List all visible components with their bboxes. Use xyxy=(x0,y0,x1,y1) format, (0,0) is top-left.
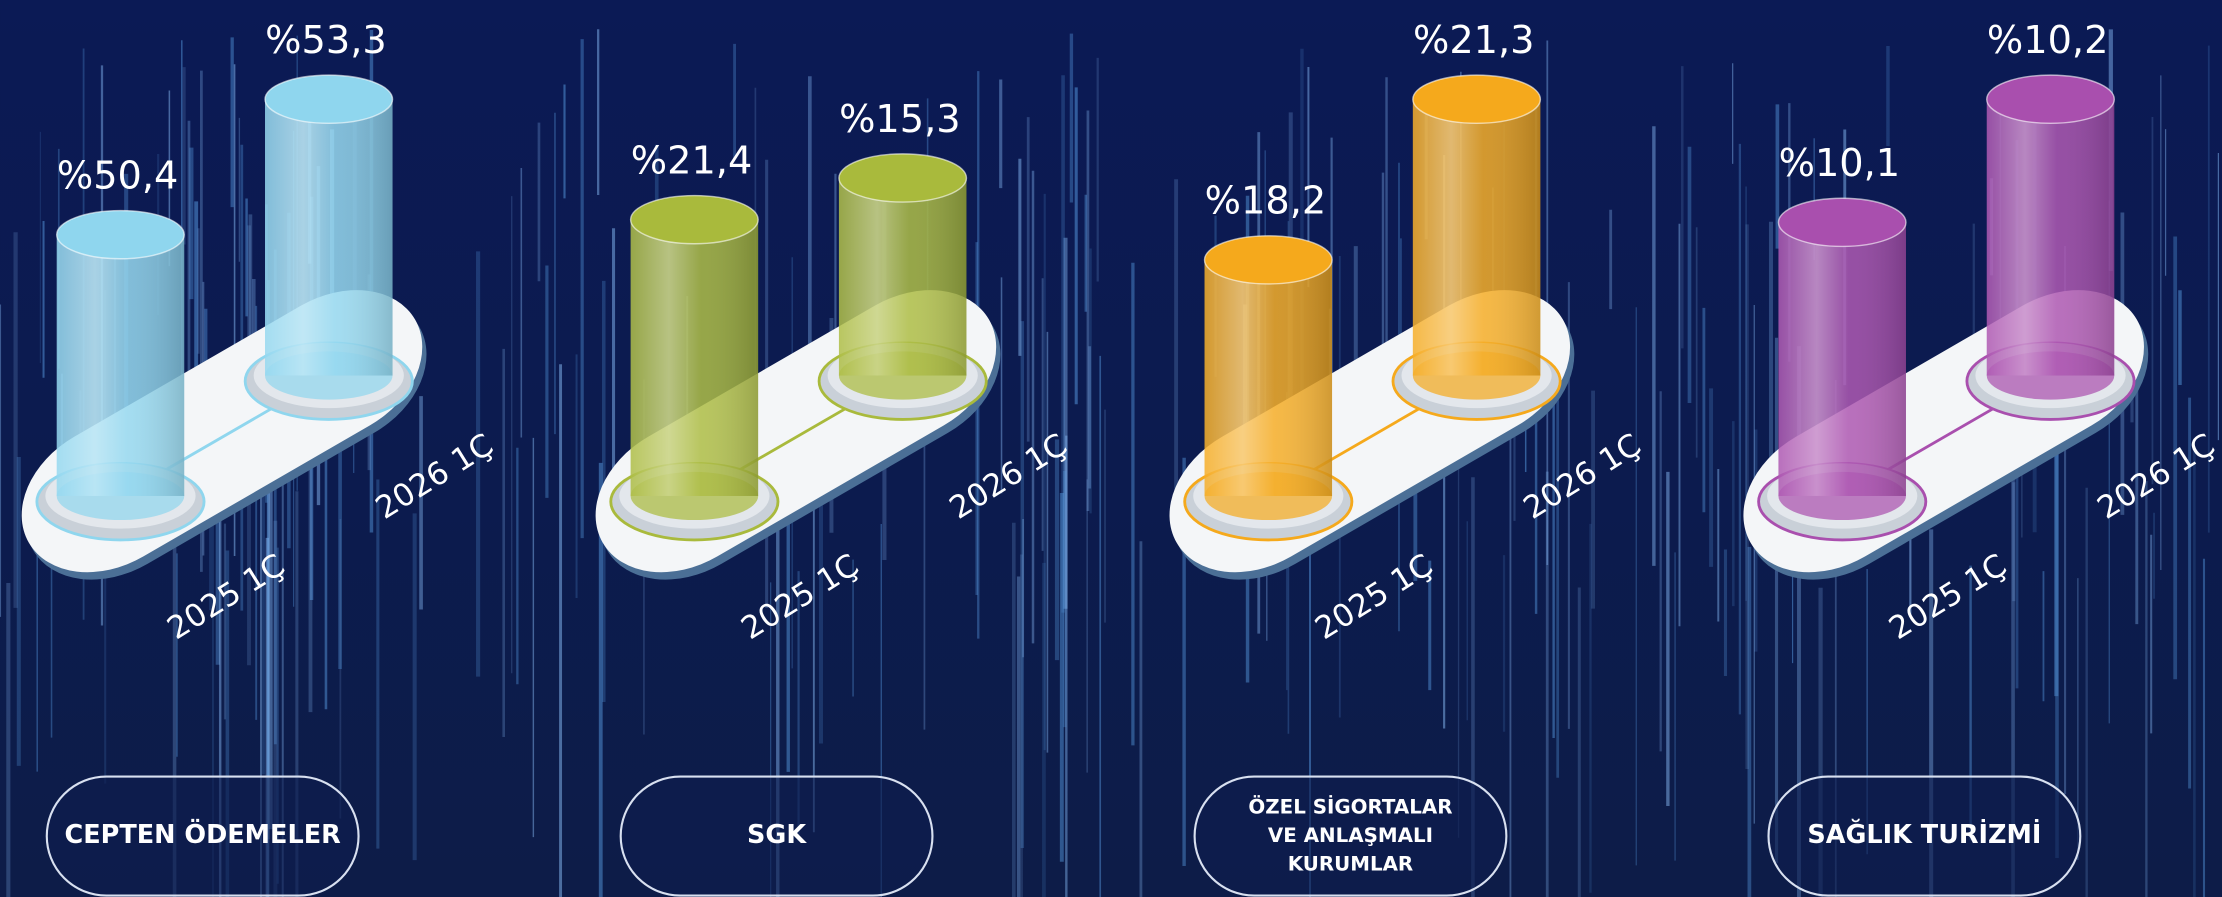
bar-shine xyxy=(839,178,967,376)
value-label: %21,3 xyxy=(1413,18,1535,63)
bar-shine xyxy=(631,220,759,496)
cylinder-top xyxy=(1778,198,1906,246)
bar-shine xyxy=(57,235,185,496)
cylinder-top xyxy=(1987,75,2115,123)
chart: %50,42025 1Ç%53,32026 1ÇCEPTEN ÖDEMELER%… xyxy=(0,0,2222,897)
category-label: SGK xyxy=(747,820,807,850)
cylinder-top xyxy=(1205,236,1333,284)
category-label: CEPTEN ÖDEMELER xyxy=(65,819,342,850)
value-label: %21,4 xyxy=(631,138,753,183)
cylinder-top xyxy=(265,75,393,123)
page: %50,42025 1Ç%53,32026 1ÇCEPTEN ÖDEMELER%… xyxy=(0,0,2222,897)
value-label: %50,4 xyxy=(57,153,179,198)
cylinder-top xyxy=(839,154,967,202)
value-label: %10,1 xyxy=(1779,141,1901,186)
cylinder-top xyxy=(631,196,759,244)
value-label: %15,3 xyxy=(839,97,961,142)
cylinder-top xyxy=(1413,75,1541,123)
bar-shine xyxy=(1413,99,1541,375)
value-label: %10,2 xyxy=(1987,18,2109,63)
value-label: %18,2 xyxy=(1205,179,1327,224)
bar-shine xyxy=(1987,99,2115,375)
bar-shine xyxy=(1778,222,1906,496)
bar-shine xyxy=(1205,260,1333,496)
value-label: %53,3 xyxy=(265,18,387,63)
cylinder-top xyxy=(57,211,185,259)
category-label: SAĞLIK TURİZMİ xyxy=(1807,819,2041,850)
bar-shine xyxy=(265,99,393,375)
